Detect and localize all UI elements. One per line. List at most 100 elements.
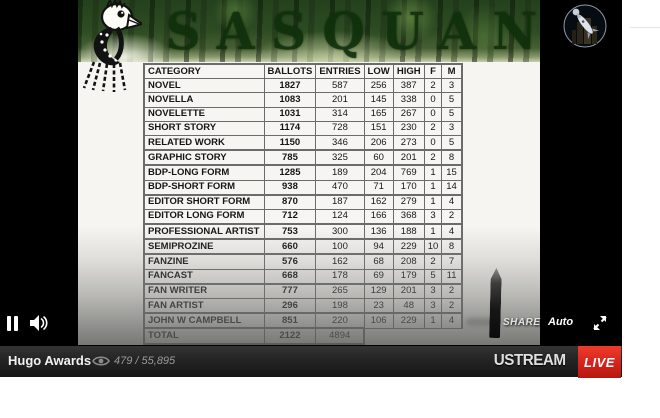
- table-row: JOHN W CAMPBELL 851 220 106 229 1 4: [143, 312, 463, 329]
- category-cell: SEMIPROZINE: [143, 238, 265, 255]
- value-cell: 1: [423, 223, 443, 240]
- value-cell: 68: [363, 253, 394, 270]
- category-cell: NOVELETTE: [143, 106, 265, 122]
- empty-cell: [364, 328, 393, 343]
- stream-info-bar: Hugo Awards 479 / 55,895 USTREAM LIVE: [0, 345, 622, 378]
- value-cell: 187: [315, 193, 365, 210]
- value-cell: 188: [392, 223, 425, 240]
- category-cell: PROFESSIONAL ARTIST: [143, 223, 265, 240]
- value-cell: 2: [423, 120, 443, 136]
- category-cell: JOHN W CAMPBELL: [143, 312, 265, 329]
- value-cell: 660: [263, 238, 317, 255]
- value-cell: 4: [441, 223, 463, 240]
- value-cell: 769: [392, 164, 425, 181]
- volume-button[interactable]: [28, 314, 48, 332]
- column-header: BALLOTS: [263, 63, 317, 80]
- value-cell: 178: [315, 268, 365, 285]
- category-cell: FANZINE: [143, 253, 265, 270]
- speaker-icon: [30, 315, 48, 331]
- value-cell: 1031: [263, 106, 317, 122]
- value-cell: 166: [363, 208, 394, 225]
- fullscreen-button[interactable]: [591, 314, 609, 332]
- empty-cell: [442, 328, 462, 343]
- hugo-table-body: NOVEL 1827 587 256 387 2 3 NOVELLA 1083 201 145 338…: [143, 78, 463, 345]
- category-cell: FANCAST: [143, 268, 265, 285]
- value-cell: 2: [441, 298, 463, 314]
- column-header: F: [423, 63, 443, 80]
- value-cell: 11: [441, 268, 463, 285]
- table-header-row: CATEGORY BALLOTS ENTRIES LOW HIGH F M: [143, 63, 463, 80]
- value-cell: 368: [392, 208, 425, 225]
- value-cell: 851: [263, 312, 317, 329]
- value-cell: 5: [441, 92, 463, 108]
- value-cell: 129: [363, 282, 394, 299]
- value-cell: 346: [315, 134, 365, 151]
- pause-button[interactable]: [7, 316, 23, 332]
- pen-in-frame: [489, 268, 502, 338]
- value-cell: 338: [392, 92, 425, 108]
- value-cell: 198: [315, 298, 365, 314]
- value-cell: 2: [441, 208, 463, 225]
- value-cell: 668: [263, 268, 317, 285]
- value-cell: 753: [263, 223, 317, 240]
- table-row: FANCAST 668 178 69 179 5 11: [143, 268, 463, 285]
- value-cell: 777: [263, 282, 317, 299]
- slide-background: CATEGORY BALLOTS ENTRIES LOW HIGH F M NOVEL 182…: [78, 62, 540, 345]
- value-cell: 576: [263, 253, 317, 270]
- value-cell: 60: [363, 149, 394, 166]
- total-value-cell: 2122: [263, 327, 317, 345]
- value-cell: 162: [363, 193, 394, 210]
- value-cell: 1174: [263, 120, 317, 136]
- value-cell: 189: [315, 164, 365, 181]
- value-cell: 230: [392, 120, 425, 136]
- live-badge: LIVE: [578, 346, 621, 378]
- value-cell: 15: [441, 164, 463, 181]
- value-cell: 587: [315, 78, 365, 94]
- quality-selector[interactable]: Auto: [548, 316, 574, 328]
- value-cell: 5: [441, 134, 463, 151]
- value-cell: 7: [441, 253, 463, 270]
- value-cell: 151: [363, 120, 394, 136]
- value-cell: 3: [423, 282, 443, 299]
- share-button[interactable]: SHARE: [503, 317, 541, 328]
- value-cell: 23: [363, 298, 394, 314]
- video-surface[interactable]: SASQUAN CATEGORY BALLOTS ENTRIES LOW HIGH F M …: [0, 0, 622, 345]
- category-cell: RELATED WORK: [143, 134, 265, 151]
- category-cell: EDITOR LONG FORM: [143, 208, 265, 225]
- pause-icon: [7, 316, 11, 331]
- empty-cell: [424, 328, 442, 343]
- value-cell: 100: [315, 238, 365, 255]
- value-cell: 0: [423, 92, 443, 108]
- value-cell: 256: [363, 78, 394, 94]
- table-row: FAN WRITER 777 265 129 201 3 2: [143, 282, 463, 299]
- value-cell: 201: [392, 149, 425, 166]
- value-cell: 785: [263, 149, 317, 166]
- value-cell: 208: [392, 253, 425, 270]
- value-cell: 124: [315, 208, 365, 225]
- video-player: SASQUAN CATEGORY BALLOTS ENTRIES LOW HIGH F M …: [0, 0, 622, 378]
- value-cell: 3: [441, 78, 463, 94]
- hugo-stats-table: CATEGORY BALLOTS ENTRIES LOW HIGH F M NOVEL 182…: [143, 63, 463, 345]
- page-divider: [630, 27, 660, 28]
- value-cell: 69: [363, 268, 394, 285]
- video-content: SASQUAN CATEGORY BALLOTS ENTRIES LOW HIGH F M …: [78, 0, 540, 345]
- ustream-logo[interactable]: USTREAM: [494, 352, 566, 369]
- value-cell: 2: [423, 78, 443, 94]
- value-cell: 8: [441, 149, 463, 166]
- value-cell: 8: [441, 238, 463, 255]
- value-cell: 1150: [263, 134, 317, 151]
- value-cell: 296: [263, 298, 317, 314]
- value-cell: 201: [315, 92, 365, 108]
- table-row: EDITOR LONG FORM 712 124 166 368 3 2: [143, 208, 463, 225]
- category-cell: NOVELLA: [143, 92, 265, 108]
- table-row: BDP-LONG FORM 1285 189 204 769 1 15: [143, 164, 463, 181]
- table-row: RELATED WORK 1150 346 206 273 0 5: [143, 134, 463, 151]
- value-cell: 106: [363, 312, 394, 329]
- value-cell: 4: [441, 193, 463, 210]
- value-cell: 229: [392, 312, 425, 329]
- column-header: CATEGORY: [143, 63, 265, 80]
- value-cell: 1: [423, 164, 443, 181]
- value-cell: 300: [315, 223, 365, 240]
- value-cell: 2: [441, 282, 463, 299]
- value-cell: 206: [363, 134, 394, 151]
